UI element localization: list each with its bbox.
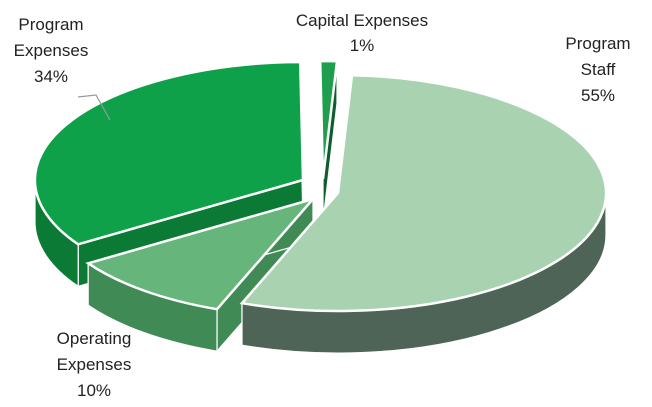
program-expenses-leader-line — [77, 94, 111, 121]
program-expenses-label-line2: Expenses — [14, 41, 89, 60]
pie-slices — [33, 59, 608, 354]
program-staff-label-line1: Program — [565, 34, 630, 53]
program-expenses-slice — [33, 60, 305, 246]
operating-expenses-label-line1: Operating — [57, 329, 132, 348]
program-staff-label-line2: Staff — [581, 60, 616, 79]
program-staff-value: 55% — [581, 86, 615, 105]
operating-expenses-label-line2: Expenses — [57, 355, 132, 374]
capital-expenses-label: Capital Expenses — [296, 11, 428, 30]
capital-expenses-slice — [318, 59, 339, 180]
program-expenses-label-line1: Program — [18, 15, 83, 34]
operating-expenses-value: 10% — [77, 381, 111, 400]
capital-expenses-value: 1% — [350, 36, 375, 55]
operating-expenses-slice — [85, 196, 317, 311]
program-staff-slice — [239, 73, 608, 313]
program-expenses-value: 34% — [34, 67, 68, 86]
